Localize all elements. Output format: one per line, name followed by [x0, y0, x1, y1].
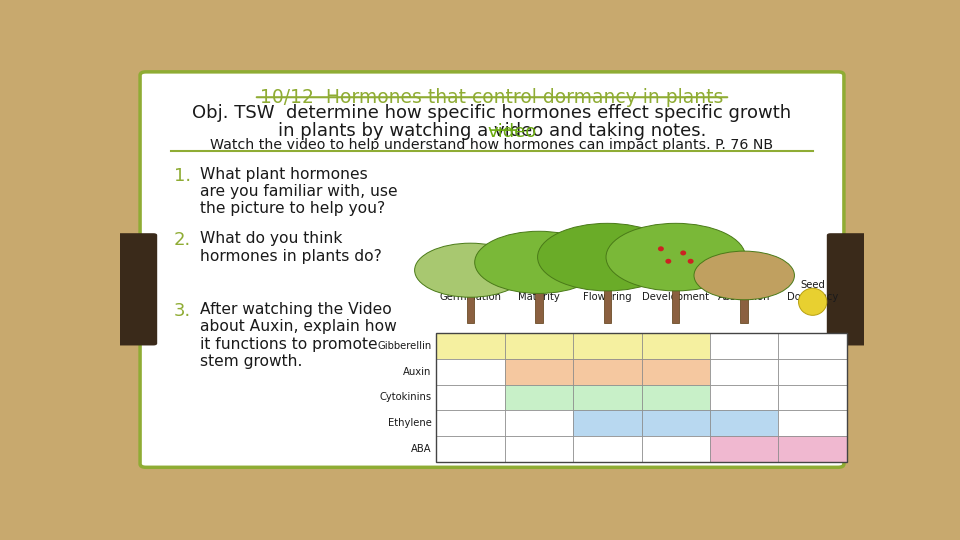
Text: Ethylene: Ethylene [388, 418, 432, 428]
Ellipse shape [694, 251, 795, 300]
Bar [740, 296, 748, 322]
Bar [573, 333, 641, 359]
Bar [436, 333, 505, 359]
Text: Auxin: Auxin [403, 367, 432, 377]
Text: Growth to
Maturity: Growth to Maturity [515, 280, 564, 302]
Bar [641, 384, 710, 410]
Ellipse shape [474, 231, 603, 293]
Bar [779, 436, 847, 462]
Text: video: video [488, 123, 537, 140]
Text: Fruit
Development: Fruit Development [642, 280, 709, 302]
Bar [505, 436, 573, 462]
Bar [505, 410, 573, 436]
FancyBboxPatch shape [116, 233, 157, 346]
Bar [505, 384, 573, 410]
Bar [710, 333, 779, 359]
Text: Obj. TSW  determine how specific hormones effect specific growth: Obj. TSW determine how specific hormones… [192, 104, 792, 122]
Text: Flowering: Flowering [583, 292, 632, 302]
Ellipse shape [687, 259, 694, 264]
Bar [436, 333, 847, 462]
Ellipse shape [538, 224, 677, 291]
Text: Watch the video to help understand how hormones can impact plants. P. 76 NB: Watch the video to help understand how h… [210, 138, 774, 152]
Text: What plant hormones
are you familiar with, use
the picture to help you?: What plant hormones are you familiar wit… [201, 167, 398, 217]
Bar [641, 410, 710, 436]
Ellipse shape [606, 224, 746, 291]
Text: After watching the Video
about Auxin, explain how
it functions to promote
stem g: After watching the Video about Auxin, ex… [201, 302, 397, 369]
Bar [779, 359, 847, 384]
Bar [505, 333, 573, 359]
Bar [573, 436, 641, 462]
Text: in plants by watching a video and taking notes.: in plants by watching a video and taking… [277, 122, 707, 140]
Text: 2.: 2. [174, 231, 191, 249]
Bar [436, 436, 505, 462]
Text: Cytokinins: Cytokinins [379, 393, 432, 402]
Ellipse shape [681, 251, 686, 255]
Text: 10/12  Hormones that control dormancy in plants: 10/12 Hormones that control dormancy in … [260, 87, 724, 107]
Bar [710, 436, 779, 462]
Bar [436, 410, 505, 436]
FancyBboxPatch shape [140, 72, 844, 467]
Bar [535, 289, 542, 322]
Bar [467, 294, 474, 322]
Bar [436, 384, 505, 410]
Bar [779, 333, 847, 359]
Bar [710, 384, 779, 410]
Bar [641, 436, 710, 462]
Text: Seed
Dormancy: Seed Dormancy [787, 280, 838, 302]
Ellipse shape [415, 243, 526, 297]
Bar [779, 410, 847, 436]
Bar [573, 410, 641, 436]
Text: 3.: 3. [174, 302, 191, 320]
Text: Germination: Germination [440, 292, 501, 302]
Bar [779, 384, 847, 410]
Bar [641, 333, 710, 359]
Bar [573, 359, 641, 384]
Bar [573, 384, 641, 410]
Text: What do you think
hormones in plants do?: What do you think hormones in plants do? [201, 231, 382, 264]
Text: Gibberellin: Gibberellin [377, 341, 432, 351]
Bar [710, 359, 779, 384]
Text: Abscission: Abscission [718, 292, 771, 302]
Bar [710, 410, 779, 436]
Ellipse shape [665, 259, 671, 264]
Text: 1.: 1. [174, 167, 191, 185]
FancyBboxPatch shape [827, 233, 868, 346]
Ellipse shape [799, 288, 827, 315]
Bar [604, 286, 612, 322]
Bar [505, 359, 573, 384]
Bar [672, 286, 680, 322]
Ellipse shape [658, 246, 664, 251]
Bar [436, 359, 505, 384]
Bar [641, 359, 710, 384]
Text: ABA: ABA [411, 444, 432, 454]
